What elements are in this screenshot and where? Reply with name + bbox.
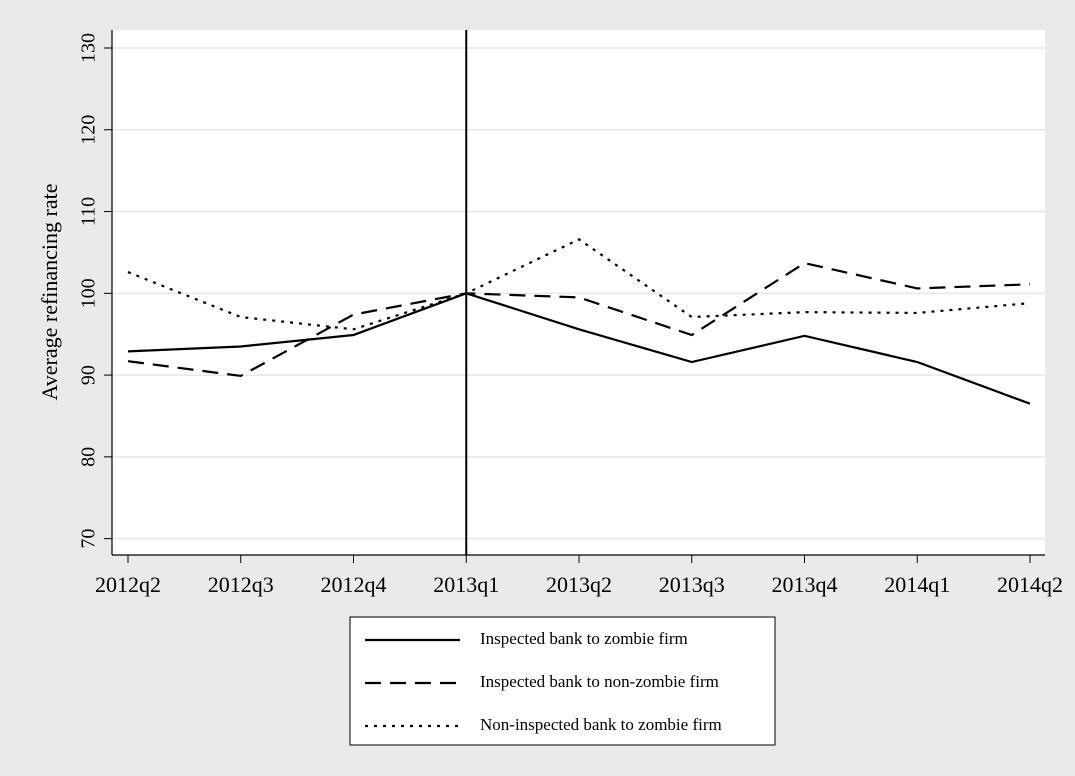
y-tick-label: 130 <box>78 33 100 63</box>
y-tick-label: 80 <box>78 447 100 467</box>
x-tick-label: 2013q1 <box>433 572 499 597</box>
x-tick-label: 2013q3 <box>659 572 725 597</box>
y-tick-label: 120 <box>78 115 100 145</box>
y-tick-label: 110 <box>78 197 100 226</box>
y-tick-label: 70 <box>78 529 100 549</box>
x-tick-label: 2013q2 <box>546 572 612 597</box>
y-tick-label: 100 <box>78 278 100 308</box>
legend-label: Inspected bank to non-zombie firm <box>480 672 719 691</box>
x-tick-label: 2012q2 <box>95 572 161 597</box>
x-tick-label: 2012q3 <box>208 572 274 597</box>
legend-label: Non-inspected bank to zombie firm <box>480 715 722 734</box>
x-tick-label: 2014q2 <box>997 572 1063 597</box>
legend-box <box>349 616 776 746</box>
series-line <box>127 261 1031 378</box>
legend-label: Inspected bank to zombie firm <box>480 629 688 648</box>
y-tick-label: 90 <box>78 365 100 385</box>
x-tick-label: 2012q4 <box>321 572 387 597</box>
y-axis-label: Average refinancing rate <box>37 183 62 400</box>
x-tick-label: 2014q1 <box>884 572 950 597</box>
series-line <box>127 238 1031 331</box>
x-tick-label: 2013q4 <box>772 572 838 597</box>
plot-area <box>112 30 1045 555</box>
series-line <box>127 292 1031 405</box>
